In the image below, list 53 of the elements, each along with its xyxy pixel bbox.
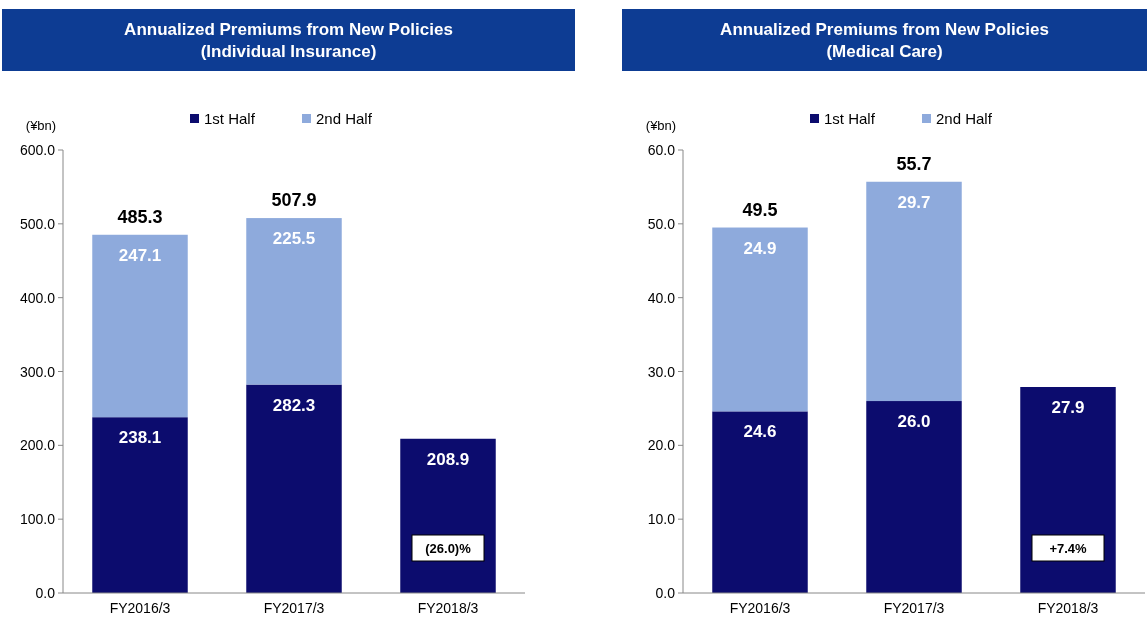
- chart-title: Annualized Premiums from New Policies (Individual Insurance): [124, 20, 453, 61]
- data-label: 29.7: [897, 192, 931, 212]
- y-tick-label: 0.0: [35, 585, 56, 601]
- total-label: 49.5: [742, 199, 778, 220]
- total-label: 507.9: [271, 190, 317, 211]
- data-label: 24.9: [743, 238, 777, 258]
- x-tick-label: FY2018/3: [1037, 600, 1099, 616]
- x-tick-label: FY2017/3: [883, 600, 945, 616]
- bar: [712, 227, 808, 412]
- y-axis-title: (¥bn): [645, 118, 677, 133]
- data-label: 282.3: [272, 395, 316, 415]
- y-tick-label: 0.0: [655, 585, 676, 601]
- annotation: (26.0)%: [425, 541, 472, 556]
- y-tick-label: 600.0: [19, 142, 56, 158]
- data-label: 225.5: [272, 229, 316, 249]
- annotation: +7.4%: [1049, 541, 1088, 556]
- data-label: 208.9: [426, 449, 470, 469]
- y-tick-label: 40.0: [647, 289, 676, 306]
- y-tick-label: 400.0: [19, 289, 56, 306]
- x-tick-label: FY2016/3: [109, 600, 171, 616]
- bar: [246, 384, 342, 593]
- data-label: 24.6: [743, 422, 777, 442]
- y-tick-label: 500.0: [19, 215, 56, 232]
- legend-label: 2nd Half: [316, 110, 373, 127]
- y-tick-label: 200.0: [19, 437, 56, 454]
- total-label: 485.3: [117, 206, 163, 227]
- data-label: 238.1: [118, 428, 162, 448]
- bar: [92, 417, 188, 593]
- legend-label: 1st Half: [824, 110, 876, 127]
- y-tick-label: 20.0: [647, 437, 676, 454]
- legend-label: 1st Half: [204, 110, 256, 127]
- y-tick-label: 10.0: [647, 511, 676, 528]
- data-label: 247.1: [118, 245, 162, 265]
- bar: [1020, 387, 1116, 593]
- x-tick-label: FY2018/3: [417, 600, 479, 616]
- y-axis-title: (¥bn): [25, 118, 57, 133]
- legend-label: 2nd Half: [936, 110, 993, 127]
- bar: [92, 234, 188, 418]
- bar: [712, 411, 808, 593]
- x-tick-label: FY2017/3: [263, 600, 325, 616]
- y-tick-label: 30.0: [647, 363, 676, 380]
- x-tick-label: FY2016/3: [729, 600, 791, 616]
- data-label: 27.9: [1051, 398, 1085, 418]
- y-tick-label: 60.0: [647, 142, 676, 158]
- bar: [866, 181, 962, 402]
- bar: [246, 218, 342, 385]
- bar: [866, 401, 962, 593]
- chart-title: Annualized Premiums from New Policies (Medical Care): [720, 20, 1049, 61]
- y-tick-label: 50.0: [647, 215, 676, 232]
- total-label: 55.7: [896, 153, 932, 174]
- y-tick-label: 100.0: [19, 511, 56, 528]
- data-label: 26.0: [897, 412, 931, 432]
- y-tick-label: 300.0: [19, 363, 56, 380]
